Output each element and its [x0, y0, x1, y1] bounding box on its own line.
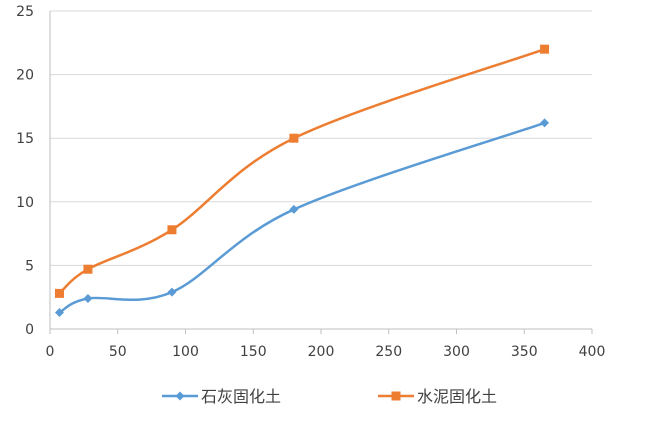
x-tick-label: 100 [172, 344, 199, 360]
gridlines [50, 10, 592, 266]
y-tick-label: 15 [16, 131, 34, 147]
data-point-1-2 [83, 293, 93, 303]
series [54, 44, 550, 317]
series-line-1 [58, 121, 546, 314]
x-tick-label: 350 [511, 344, 538, 360]
x-tick-label: 0 [46, 344, 55, 360]
legend-item-1[interactable]: 石灰固化土 [162, 387, 281, 406]
legend-label-1: 石灰固化土 [201, 387, 281, 406]
series-2 [54, 44, 550, 298]
legend-marker-1 [175, 391, 185, 401]
data-point-2-2 [83, 264, 93, 274]
y-tick-label: 5 [25, 258, 34, 274]
legend-marker-2 [391, 391, 401, 401]
data-point-2-4 [289, 133, 299, 143]
y-tick-label: 10 [16, 195, 34, 211]
data-point-1-1 [54, 307, 64, 317]
legend[interactable]: 石灰固化土 水泥固化土 [162, 387, 497, 406]
data-point-2-3 [167, 225, 177, 235]
legend-item-2[interactable]: 水泥固化土 [378, 387, 497, 406]
tick-labels: 0 50 100 150 200 250 300 350 400 0 5 10 15 20 25 [16, 4, 605, 360]
series-1 [54, 118, 550, 317]
legend-label-2: 水泥固化土 [417, 387, 497, 406]
data-point-1-5 [540, 118, 550, 128]
data-point-2-1 [54, 288, 64, 298]
x-tick-label: 50 [109, 344, 127, 360]
y-tick-label: 25 [16, 4, 34, 20]
data-point-1-4 [289, 204, 299, 214]
axes [49, 11, 593, 334]
y-tick-label: 20 [16, 68, 34, 84]
x-tick-label: 250 [375, 344, 402, 360]
x-tick-label: 150 [240, 344, 267, 360]
series-line-2 [58, 47, 546, 295]
x-tick-label: 300 [443, 344, 470, 360]
x-tick-label: 200 [308, 344, 335, 360]
x-tick-label: 400 [579, 344, 606, 360]
y-tick-label: 0 [25, 322, 34, 338]
data-point-1-3 [167, 287, 177, 297]
data-point-2-5 [540, 44, 550, 54]
